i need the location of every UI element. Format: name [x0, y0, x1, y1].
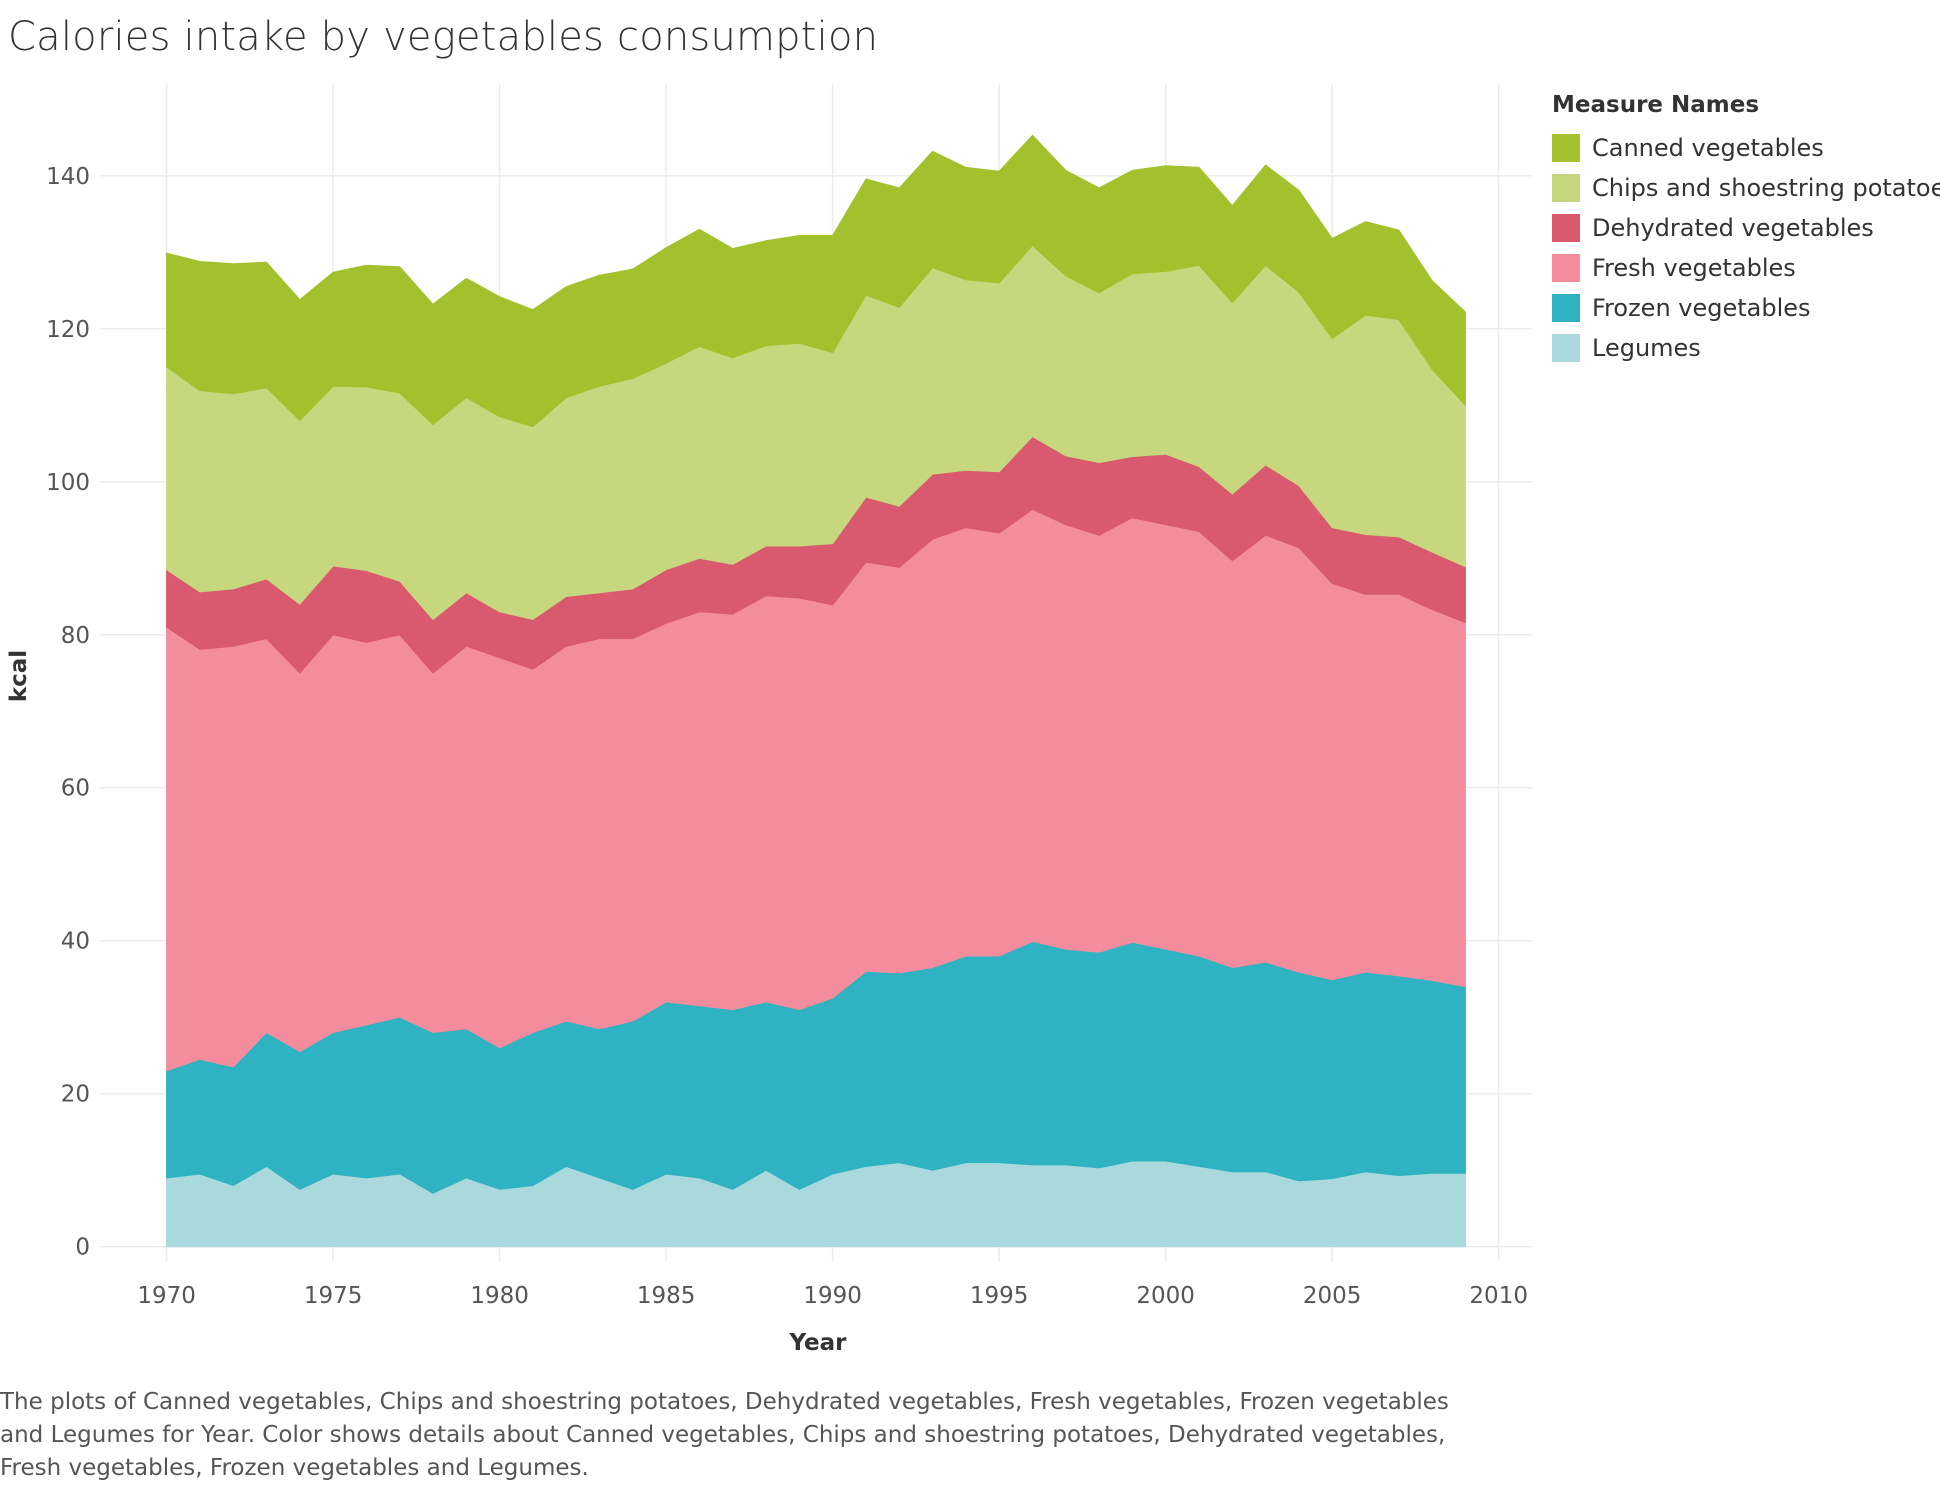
legend-items: Canned vegetables Chips and shoestring po…: [1552, 128, 1940, 368]
x-tick-label: 1985: [637, 1283, 696, 1309]
y-tick-label: 100: [46, 470, 90, 496]
y-axis-title: kcal: [6, 650, 32, 702]
legend-item[interactable]: Canned vegetables: [1552, 128, 1940, 168]
y-tick-label: 60: [61, 776, 90, 802]
legend-item[interactable]: Dehydrated vegetables: [1552, 208, 1940, 248]
legend-swatch: [1552, 294, 1580, 322]
chart-areas: [166, 134, 1466, 1248]
x-tick-label: 2005: [1303, 1283, 1362, 1309]
legend-item[interactable]: Chips and shoestring potatoes: [1552, 168, 1940, 208]
legend-label: Chips and shoestring potatoes: [1592, 174, 1940, 202]
y-tick-label: 80: [61, 623, 90, 649]
x-tick-label: 1990: [803, 1283, 862, 1309]
y-tick-label: 20: [61, 1082, 90, 1108]
legend-label: Canned vegetables: [1592, 134, 1824, 162]
legend-swatch: [1552, 134, 1580, 162]
legend-item[interactable]: Fresh vegetables: [1552, 248, 1940, 288]
legend-label: Fresh vegetables: [1592, 254, 1796, 282]
legend: Measure Names Canned vegetables Chips and…: [1552, 92, 1940, 368]
y-tick-label: 140: [46, 164, 90, 190]
legend-label: Dehydrated vegetables: [1592, 214, 1874, 242]
legend-swatch: [1552, 174, 1580, 202]
legend-item[interactable]: Frozen vegetables: [1552, 288, 1940, 328]
legend-item[interactable]: Legumes: [1552, 328, 1940, 368]
x-tick-label: 1970: [137, 1283, 196, 1309]
legend-swatch: [1552, 334, 1580, 362]
x-tick-label: 1995: [970, 1283, 1029, 1309]
x-tick-label: 2000: [1136, 1283, 1195, 1309]
x-tick-label: 1975: [304, 1283, 363, 1309]
y-tick-label: 120: [46, 317, 90, 343]
legend-label: Legumes: [1592, 334, 1701, 362]
legend-swatch: [1552, 254, 1580, 282]
x-axis-title: Year: [788, 1330, 847, 1356]
y-tick-label: 0: [75, 1235, 90, 1261]
legend-swatch: [1552, 214, 1580, 242]
chart-caption: The plots of Canned vegetables, Chips an…: [0, 1389, 1449, 1481]
legend-label: Frozen vegetables: [1592, 294, 1811, 322]
area-canned-vegetables: [166, 134, 1466, 428]
chart-title: Calories intake by vegetables consumptio…: [8, 14, 879, 60]
y-axis-ticks: 0 20 40 60 80 100 120 140: [46, 164, 90, 1261]
x-tick-label: 2010: [1469, 1283, 1528, 1309]
x-tick-label: 1980: [470, 1283, 529, 1309]
y-tick-label: 40: [61, 929, 90, 955]
legend-title: Measure Names: [1552, 92, 1760, 118]
x-axis-ticks: 1970 1975 1980 1985 1990 1995 2000 2005 2010: [137, 1283, 1528, 1309]
